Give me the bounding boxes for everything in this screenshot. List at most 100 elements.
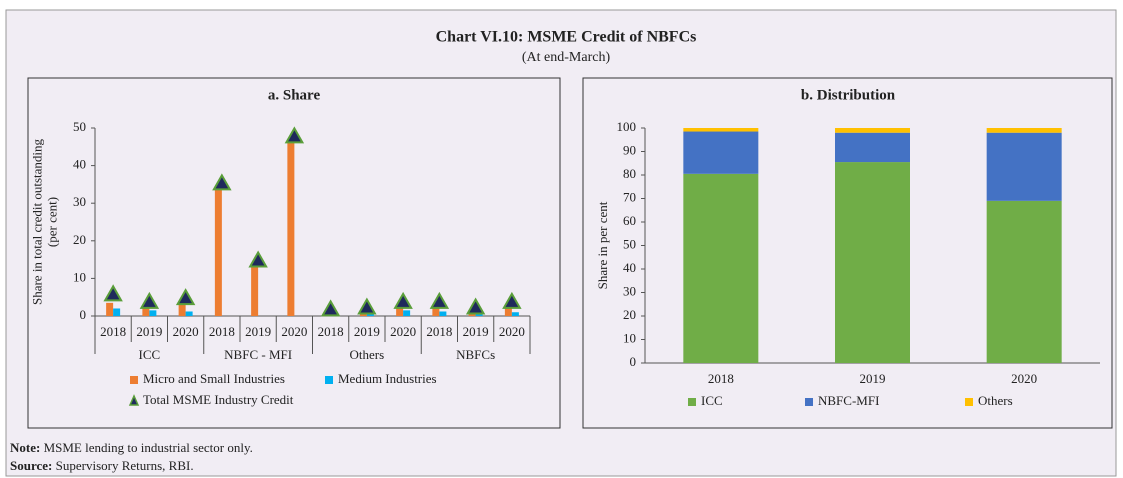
y-tick-label: 90 [623,142,636,157]
bar [113,308,121,316]
x-tick-label: 2020 [173,324,199,339]
legend-label: Total MSME Industry Credit [143,392,294,407]
y-tick-label: 20 [623,307,636,322]
y-tick-label: 0 [80,307,87,322]
group-label: NBFCs [456,347,495,362]
y-tick-label: 10 [623,330,636,345]
legend-symbol [805,398,813,406]
bar [185,311,193,316]
x-tick-label: 2018 [708,371,734,386]
source: Source: Supervisory Returns, RBI. [10,458,194,473]
legend-symbol [688,398,696,406]
x-tick-label: 2020 [390,324,416,339]
marker [502,291,522,309]
y-axis-label: Share in total credit outstanding [29,138,44,305]
marker [212,173,232,191]
y-tick-label: 40 [73,157,86,172]
bar [106,302,114,316]
bar-segment [986,200,1062,363]
bar-segment [835,132,910,163]
y-tick-label: 0 [630,354,637,369]
marker [429,291,450,309]
bar [439,311,447,316]
marker [248,250,268,268]
x-tick-label: 2018 [100,324,126,339]
x-tick-label: 2019 [245,324,271,339]
x-tick-label: 2020 [1011,371,1037,386]
marker [284,126,305,144]
bar [214,186,222,316]
x-tick-label: 2020 [499,324,525,339]
y-axis-label: (per cent) [44,197,59,247]
y-tick-label: 60 [623,213,636,228]
legend-label: Micro and Small Industries [143,371,285,386]
x-tick-label: 2018 [426,324,452,339]
bar [142,308,150,316]
bar-segment [683,128,759,132]
bar-segment [683,131,759,174]
bar-segment [683,173,759,363]
legend-label: NBFC-MFI [818,393,879,408]
bar-segment [986,132,1062,201]
legend-symbol [325,376,333,384]
y-tick-label: 70 [623,189,636,204]
source-label: Source: [10,458,52,473]
y-tick-label: 100 [617,119,637,134]
bar-segment [986,128,1062,133]
x-tick-label: 2018 [209,324,235,339]
chart-subtitle: (At end-March) [522,50,611,65]
legend-symbol [130,376,138,384]
bar [366,314,374,316]
group-label: ICC [139,347,161,362]
bar-segment [835,128,910,133]
y-tick-label: 30 [73,194,86,209]
x-tick-label: 2018 [318,324,344,339]
bar-segment [835,162,910,363]
bar [149,310,157,316]
x-tick-label: 2019 [354,324,380,339]
bar [432,306,440,316]
marker [357,297,377,315]
marker [175,288,196,306]
y-tick-label: 20 [73,232,86,247]
y-tick-label: 40 [623,260,636,275]
note-label: Note: [10,440,40,455]
panel-title: b. Distribution [801,87,896,103]
x-tick-label: 2019 [463,324,489,339]
legend-symbol [965,398,973,406]
bar [396,308,404,316]
marker [393,291,413,309]
bar [287,139,295,316]
y-tick-label: 80 [623,166,636,181]
group-label: Others [350,347,385,362]
group-label: NBFC - MFI [224,347,292,362]
note: Note: MSME lending to industrial sector … [10,440,253,455]
x-tick-label: 2019 [136,324,162,339]
marker [465,297,486,315]
bar [178,304,186,316]
marker [139,291,160,309]
source-text: Supervisory Returns, RBI. [56,458,194,473]
y-tick-label: 30 [623,283,636,298]
y-tick-label: 50 [623,236,636,251]
y-tick-label: 50 [73,119,86,134]
marker [320,299,341,317]
panel-title: a. Share [268,87,321,103]
legend-label: Medium Industries [338,371,437,386]
x-tick-label: 2019 [860,371,886,386]
marker [103,284,123,302]
legend-label: ICC [701,393,723,408]
bar [475,314,483,316]
bar [403,310,411,316]
bar [251,263,259,316]
y-tick-label: 10 [73,269,86,284]
bar [511,312,519,316]
chart-title: Chart VI.10: MSME Credit of NBFCs [436,29,697,46]
note-text: MSME lending to industrial sector only. [44,440,253,455]
y-axis-label: Share in per cent [595,201,610,289]
legend-symbol [128,394,140,406]
bar [504,306,512,316]
legend-label: Others [978,393,1013,408]
